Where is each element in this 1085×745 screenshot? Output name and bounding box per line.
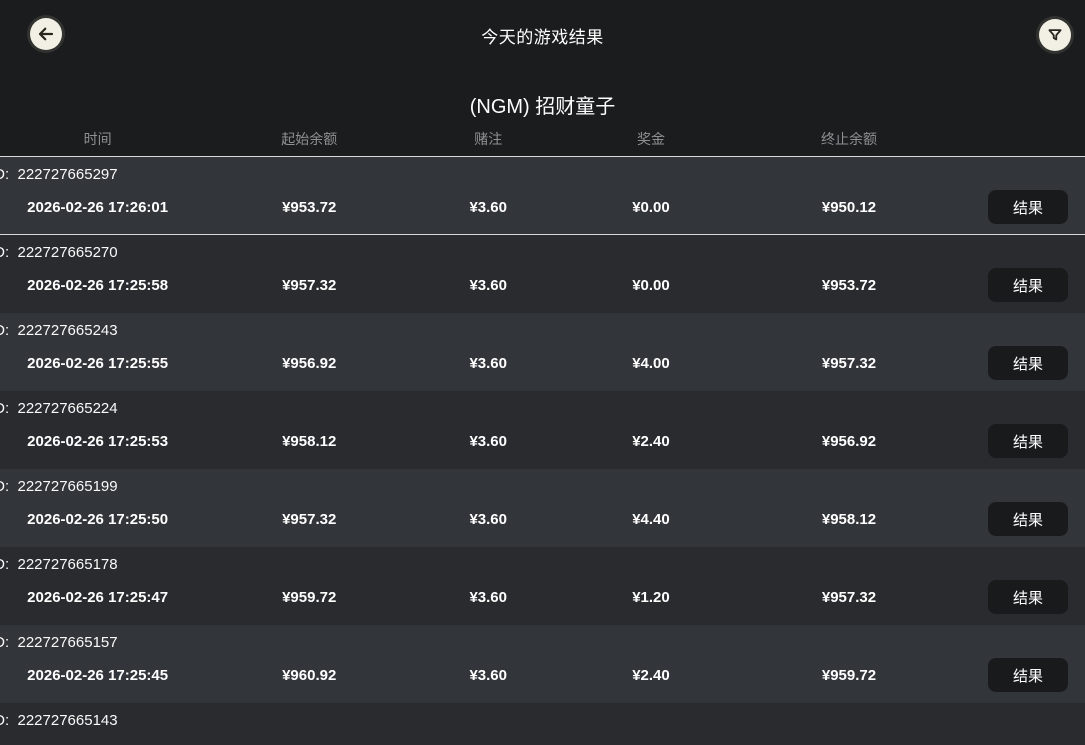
cell-prize: ¥2.40	[632, 432, 670, 450]
back-button[interactable]	[30, 18, 62, 50]
funnel-icon	[1046, 26, 1064, 44]
table-row: ID: 222727665224 2026-02-26 17:25:53 ¥95…	[0, 391, 1085, 469]
cell-start-balance: ¥957.32	[282, 510, 337, 528]
cell-time: 2026-02-26 17:25:53	[27, 432, 169, 450]
row-values: 2026-02-26 17:25:45 ¥960.92 ¥3.60 ¥2.40 …	[0, 657, 1085, 693]
header-time: 时间	[83, 131, 112, 147]
row-id: ID: 222727665297	[0, 166, 118, 183]
cell-time: 2026-02-26 17:26:01	[27, 198, 169, 216]
cell-bet: ¥3.60	[469, 276, 507, 294]
result-button[interactable]: 结果	[987, 424, 1068, 458]
header-bet: 赌注	[474, 131, 503, 147]
cell-prize: ¥1.20	[632, 588, 670, 606]
table-row: ID: 222727665270 2026-02-26 17:25:58 ¥95…	[0, 235, 1085, 313]
table-row: ID: 222727665143	[0, 703, 1085, 745]
cell-prize: ¥2.40	[632, 666, 670, 684]
cell-time: 2026-02-26 17:25:58	[27, 276, 169, 294]
header-end-balance: 终止余额	[820, 131, 877, 147]
table-row: ID: 222727665199 2026-02-26 17:25:50 ¥95…	[0, 469, 1085, 547]
cell-prize: ¥4.00	[632, 354, 670, 372]
row-id: ID: 222727665243	[0, 322, 118, 339]
cell-bet: ¥3.60	[469, 588, 507, 606]
arrow-left-icon	[37, 25, 55, 43]
results-table-body: ID: 222727665297 2026-02-26 17:26:01 ¥95…	[0, 157, 1085, 745]
cell-bet: ¥3.60	[469, 432, 507, 450]
row-values: 2026-02-26 17:25:50 ¥957.32 ¥3.60 ¥4.40 …	[0, 501, 1085, 537]
row-id: ID: 222727665224	[0, 400, 118, 417]
cell-time: 2026-02-26 17:25:45	[27, 666, 169, 684]
row-id: ID: 222727665178	[0, 556, 118, 573]
cell-time: 2026-02-26 17:25:50	[27, 510, 169, 528]
cell-start-balance: ¥957.32	[282, 276, 337, 294]
cell-start-balance: ¥960.92	[282, 666, 337, 684]
cell-prize: ¥0.00	[632, 198, 670, 216]
row-values: 2026-02-26 17:25:53 ¥958.12 ¥3.60 ¥2.40 …	[0, 423, 1085, 459]
row-id: ID: 222727665270	[0, 244, 118, 261]
result-button[interactable]: 结果	[987, 268, 1068, 302]
result-button[interactable]: 结果	[987, 658, 1068, 692]
top-bar: 今天的游戏结果	[0, 0, 1085, 68]
cell-start-balance: ¥958.12	[282, 432, 337, 450]
cell-start-balance: ¥956.92	[282, 354, 337, 372]
row-values: 2026-02-26 17:25:55 ¥956.92 ¥3.60 ¥4.00 …	[0, 345, 1085, 381]
cell-bet: ¥3.60	[469, 354, 507, 372]
result-button[interactable]: 结果	[987, 580, 1068, 614]
row-id: ID: 222727665199	[0, 478, 118, 495]
cell-time: 2026-02-26 17:25:47	[27, 588, 169, 606]
cell-end-balance: ¥957.32	[821, 354, 877, 372]
header-start-balance: 起始余额	[281, 131, 338, 147]
row-id: ID: 222727665157	[0, 634, 118, 651]
cell-end-balance: ¥957.32	[821, 588, 877, 606]
table-row: ID: 222727665178 2026-02-26 17:25:47 ¥95…	[0, 547, 1085, 625]
cell-end-balance: ¥953.72	[821, 276, 877, 294]
cell-bet: ¥3.60	[469, 666, 507, 684]
result-button[interactable]: 结果	[987, 502, 1068, 536]
table-row: ID: 222727665243 2026-02-26 17:25:55 ¥95…	[0, 313, 1085, 391]
table-row: ID: 222727665157 2026-02-26 17:25:45 ¥96…	[0, 625, 1085, 703]
row-values: 2026-02-26 17:25:47 ¥959.72 ¥3.60 ¥1.20 …	[0, 579, 1085, 615]
cell-start-balance: ¥953.72	[282, 198, 337, 216]
table-row: ID: 222727665297 2026-02-26 17:26:01 ¥95…	[0, 157, 1085, 235]
cell-prize: ¥0.00	[632, 276, 670, 294]
cell-start-balance: ¥959.72	[282, 588, 337, 606]
row-values: 2026-02-26 17:26:01 ¥953.72 ¥3.60 ¥0.00 …	[0, 189, 1085, 225]
cell-end-balance: ¥950.12	[821, 198, 877, 216]
cell-end-balance: ¥959.72	[821, 666, 877, 684]
header-prize: 奖金	[636, 131, 665, 147]
cell-end-balance: ¥956.92	[821, 432, 877, 450]
result-button[interactable]: 结果	[987, 190, 1068, 224]
row-id: ID: 222727665143	[0, 712, 118, 729]
filter-button[interactable]	[1039, 19, 1071, 51]
game-subtitle: (NGM) 招财童子	[469, 96, 616, 118]
page-title: 今天的游戏结果	[481, 28, 604, 47]
result-button[interactable]: 结果	[987, 346, 1068, 380]
cell-time: 2026-02-26 17:25:55	[27, 354, 169, 372]
cell-prize: ¥4.40	[632, 510, 670, 528]
cell-bet: ¥3.60	[469, 510, 507, 528]
cell-bet: ¥3.60	[469, 198, 507, 216]
table-header-row: 时间 起始余额 赌注 奖金 终止余额	[0, 122, 1085, 157]
row-values: 2026-02-26 17:25:58 ¥957.32 ¥3.60 ¥0.00 …	[0, 267, 1085, 303]
cell-end-balance: ¥958.12	[821, 510, 877, 528]
